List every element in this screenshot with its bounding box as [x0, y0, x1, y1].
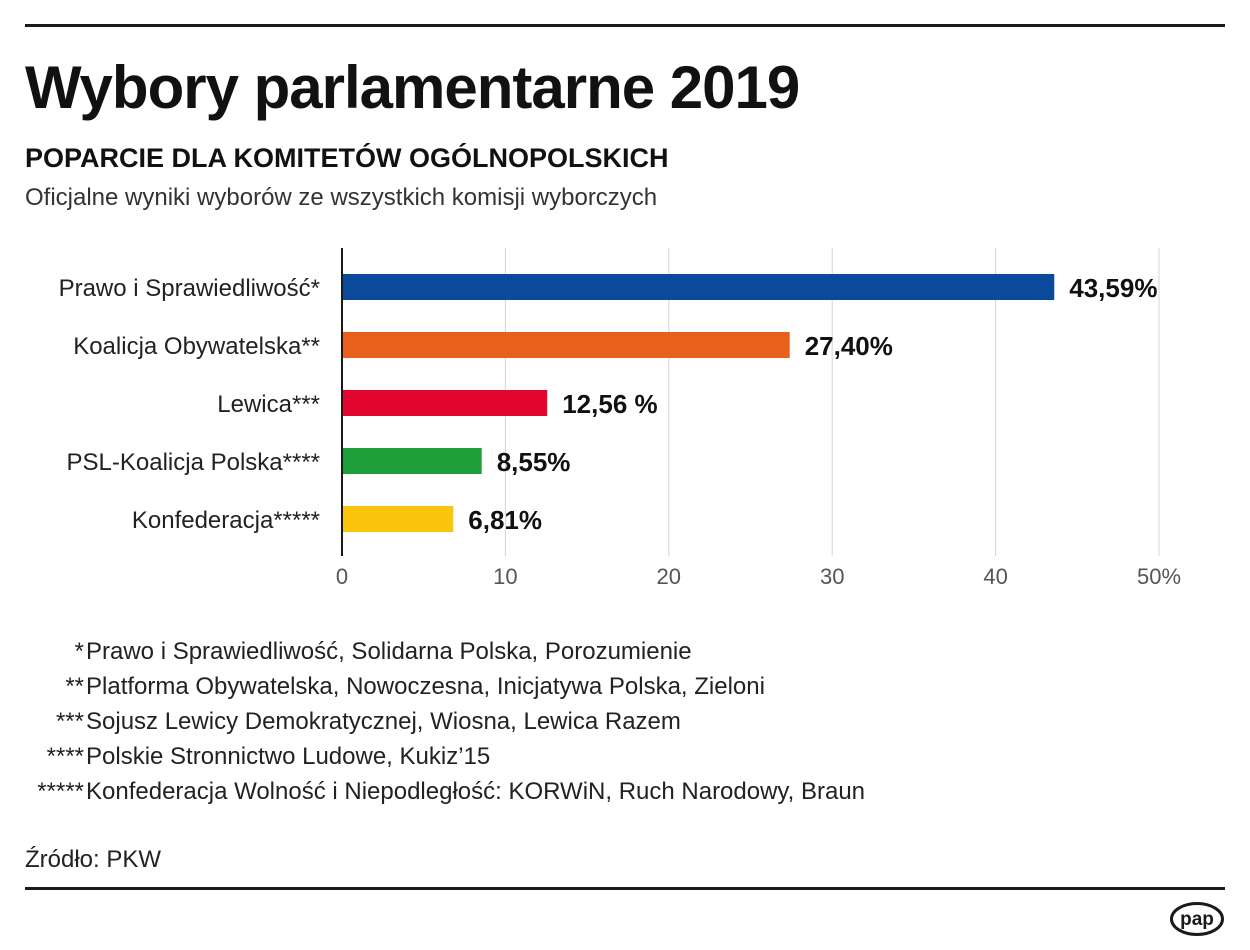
- bottom-rule: [25, 887, 1225, 890]
- footnote-text: Polskie Stronnictwo Ludowe, Kukiz’15: [86, 743, 491, 770]
- category-label: Koalicja Obywatelska**: [73, 333, 320, 360]
- x-tick-labels: 0 10 20 30 40 50%: [336, 564, 1181, 589]
- category-label: PSL-Koalicja Polska****: [67, 449, 320, 476]
- bar: [343, 448, 482, 474]
- footnote: ***** Konfederacja Wolność i Niepodległoś…: [0, 774, 1000, 809]
- pap-logo: pap: [1170, 902, 1224, 936]
- page-title: Wybory parlamentarne 2019: [25, 54, 800, 121]
- x-tick-label: 30: [820, 564, 844, 589]
- footnote-mark: *****: [37, 778, 84, 805]
- footnote-mark: *: [74, 638, 84, 665]
- bar: [343, 390, 548, 416]
- footnote: * Prawo i Sprawiedliwość, Solidarna Polsk…: [0, 634, 1000, 669]
- footnote-mark: **: [65, 673, 84, 700]
- footnote-mark: ****: [46, 743, 84, 770]
- x-tick-label: 10: [493, 564, 517, 589]
- bars: [343, 274, 1055, 532]
- x-tick-label: 0: [336, 564, 348, 589]
- footnote-mark: ***: [55, 708, 84, 735]
- footnote-text: Platforma Obywatelska, Nowoczesna, Inicj…: [86, 673, 765, 700]
- footnote-text: Prawo i Sprawiedliwość, Solidarna Polska…: [86, 638, 692, 665]
- category-label: Prawo i Sprawiedliwość*: [59, 275, 320, 302]
- x-tick-label: 40: [983, 564, 1007, 589]
- chart-description: Oficjalne wyniki wyborów ze wszystkich k…: [25, 184, 658, 211]
- footnote: **** Polskie Stronnictwo Ludowe, Kukiz’15: [0, 739, 1000, 774]
- bar: [343, 332, 790, 358]
- value-label: 43,59%: [1069, 273, 1157, 303]
- footnote-text: Konfederacja Wolność i Niepodległość: KO…: [86, 778, 866, 805]
- value-label: 6,81%: [468, 505, 542, 535]
- category-label: Konfederacja*****: [132, 507, 320, 534]
- source-note: Źródło: PKW: [25, 846, 162, 873]
- bar: [343, 506, 454, 532]
- logo-text: pap: [1180, 909, 1214, 930]
- category-labels: Prawo i Sprawiedliwość* Koalicja Obywatel…: [59, 275, 320, 534]
- bar-chart: Prawo i Sprawiedliwość* Koalicja Obywatel…: [59, 248, 1181, 589]
- footnotes: * Prawo i Sprawiedliwość, Solidarna Polsk…: [0, 634, 1000, 809]
- x-tick-label: 20: [657, 564, 681, 589]
- value-label: 8,55%: [497, 447, 571, 477]
- value-labels: 43,59% 27,40% 12,56 % 8,55% 6,81%: [468, 273, 1157, 535]
- top-rule: [25, 24, 1225, 27]
- x-tick-label: 50%: [1137, 564, 1181, 589]
- bar: [343, 274, 1055, 300]
- footnote: ** Platforma Obywatelska, Nowoczesna, Ini…: [0, 669, 1000, 704]
- chart-subtitle: POPARCIE DLA KOMITETÓW OGÓLNOPOLSKICH: [25, 143, 669, 173]
- footnote: *** Sojusz Lewicy Demokratycznej, Wiosna,…: [0, 704, 1000, 739]
- category-label: Lewica***: [217, 391, 320, 418]
- value-label: 27,40%: [805, 331, 893, 361]
- value-label: 12,56 %: [562, 389, 657, 419]
- footnote-text: Sojusz Lewicy Demokratycznej, Wiosna, Le…: [86, 708, 681, 735]
